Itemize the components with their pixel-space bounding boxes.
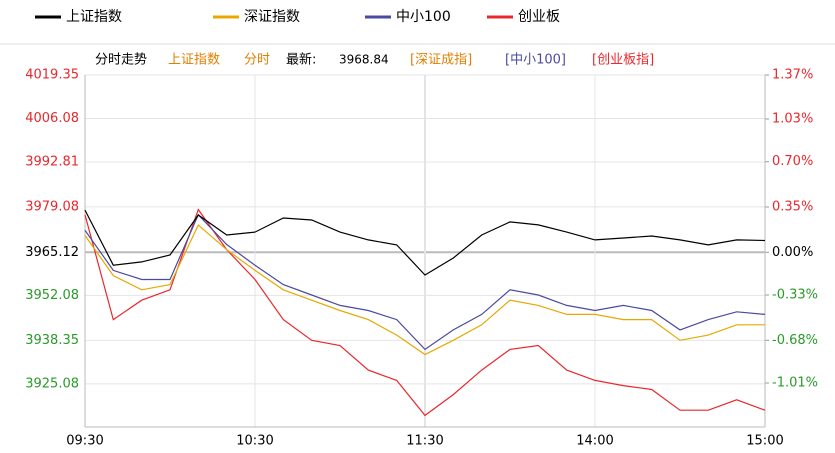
legend-label: 深证指数 [244,9,300,25]
header-latest: 3968.84 [339,53,389,67]
legend-label: 上证指数 [66,9,122,25]
y2-tick-label: -0.68% [772,333,818,348]
x-tick-label: 15:00 [746,434,783,449]
header-mode: 分时 [244,53,270,68]
x-tick-label: 14:00 [576,434,613,449]
y-tick-label: 3952.08 [25,288,79,303]
y-tick-label: 3925.08 [25,376,79,391]
y-tick-label: 4006.08 [25,111,79,126]
legend-label: 创业板 [518,9,560,25]
series-line [84,209,766,276]
y-tick-label: 3992.81 [25,154,79,169]
y-tick-label: 3938.35 [25,333,79,348]
y-tick-label: 3979.08 [25,199,79,214]
header-link[interactable]: [中小100] [505,53,566,68]
x-tick-label: 10:30 [236,434,273,449]
y2-tick-label: 0.00% [772,245,813,260]
y2-tick-label: -1.01% [772,376,818,391]
y2-tick-label: 1.37% [772,68,813,83]
series-line [84,224,765,356]
y2-tick-label: 0.70% [772,154,813,169]
y2-tick-label: 0.35% [772,200,813,215]
header-link[interactable]: [创业板指] [592,53,654,68]
series-line [84,208,766,417]
y2-tick-label: 1.03% [772,112,813,127]
x-tick-label: 09:30 [66,434,103,449]
header-link[interactable]: [深证成指] [410,53,472,68]
header-label: 分时走势 [95,52,147,68]
y2-tick-label: -0.33% [772,288,818,303]
x-tick-label: 11:30 [406,434,443,449]
header-index: 上证指数 [168,53,220,68]
legend-label: 中小100 [396,9,451,25]
y-tick-label: 4019.35 [25,68,79,83]
header-latest-label: 最新: [286,52,316,68]
y-tick-label: 3965.12 [25,245,79,260]
